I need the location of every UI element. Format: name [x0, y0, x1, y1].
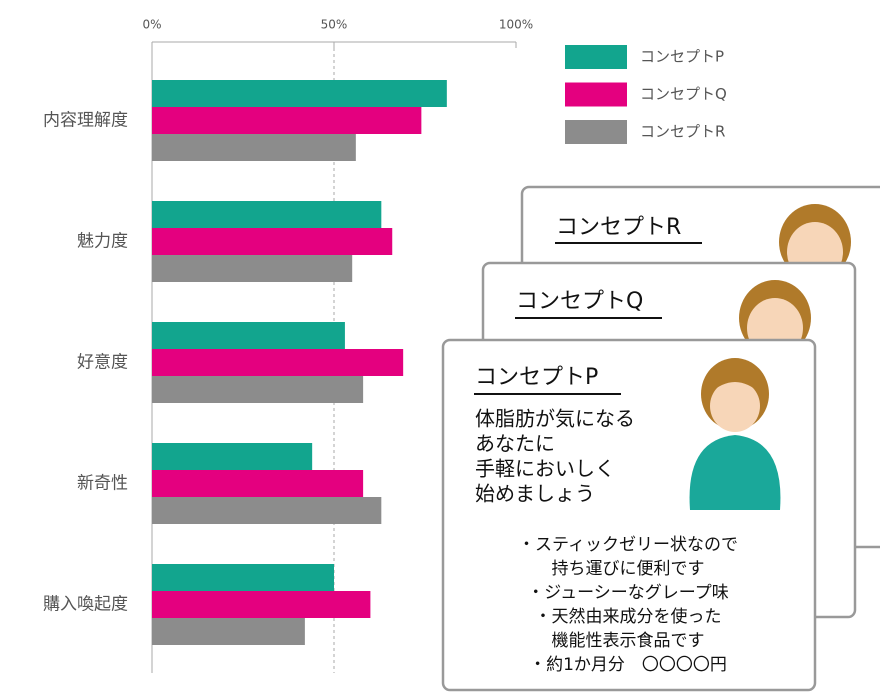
card-bullet: ・ジューシーなグレープ味	[527, 583, 728, 603]
x-tick-label: 100%	[499, 18, 533, 32]
legend-label: コンセプトR	[640, 123, 725, 141]
legend-swatch	[565, 83, 627, 107]
bar	[152, 201, 381, 228]
bar	[152, 564, 334, 591]
bar	[152, 322, 345, 349]
legend-label: コンセプトQ	[640, 85, 727, 103]
card-title: コンセプトR	[556, 215, 681, 240]
bar	[152, 443, 312, 470]
bar	[152, 228, 392, 255]
legend-label: コンセプトP	[640, 48, 724, 66]
card-bullet: ・天然由来成分を使った	[535, 606, 722, 627]
bar	[152, 349, 403, 376]
card-headline: 体脂肪が気になる	[475, 407, 635, 431]
bar	[152, 470, 363, 497]
legend-swatch	[565, 45, 627, 69]
card-bullet: 持ち運びに便利です	[552, 559, 705, 579]
card-title: コンセプトP	[475, 365, 598, 390]
legend-swatch	[565, 120, 627, 144]
card-bullet: ・スティックゼリー状なので	[518, 535, 738, 555]
y-tick-label: 内容理解度	[43, 111, 128, 131]
card-bullet: 機能性表示食品です	[552, 631, 705, 651]
card-title: コンセプトQ	[516, 289, 643, 314]
y-tick-label: 購入喚起度	[43, 595, 128, 615]
y-tick-label: 新奇性	[77, 474, 128, 494]
bar	[152, 376, 363, 403]
x-tick-label: 50%	[321, 18, 348, 32]
bar	[152, 497, 381, 524]
card-bullet: ・約1か月分 〇〇〇〇円	[529, 655, 727, 675]
bar	[152, 80, 447, 107]
card-p: コンセプトP 体脂肪が気になるあなたに手軽においしく始めましょう・スティックゼリ…	[443, 340, 815, 690]
x-tick-label: 0%	[142, 18, 161, 32]
bar	[152, 255, 352, 282]
y-tick-label: 好意度	[77, 353, 128, 373]
bar	[152, 591, 370, 618]
bar	[152, 107, 421, 134]
card-headline: 手軽においしく	[475, 457, 615, 481]
bar	[152, 134, 356, 161]
card-headline: 始めましょう	[475, 482, 595, 506]
y-tick-label: 魅力度	[77, 232, 128, 252]
chart: 0% 50% 100% 内容理解度魅力度好意度新奇性購入喚起度 コンセプトP コンセプトQ…	[0, 0, 880, 693]
card-headline: あなたに	[475, 432, 555, 456]
bar	[152, 618, 305, 645]
